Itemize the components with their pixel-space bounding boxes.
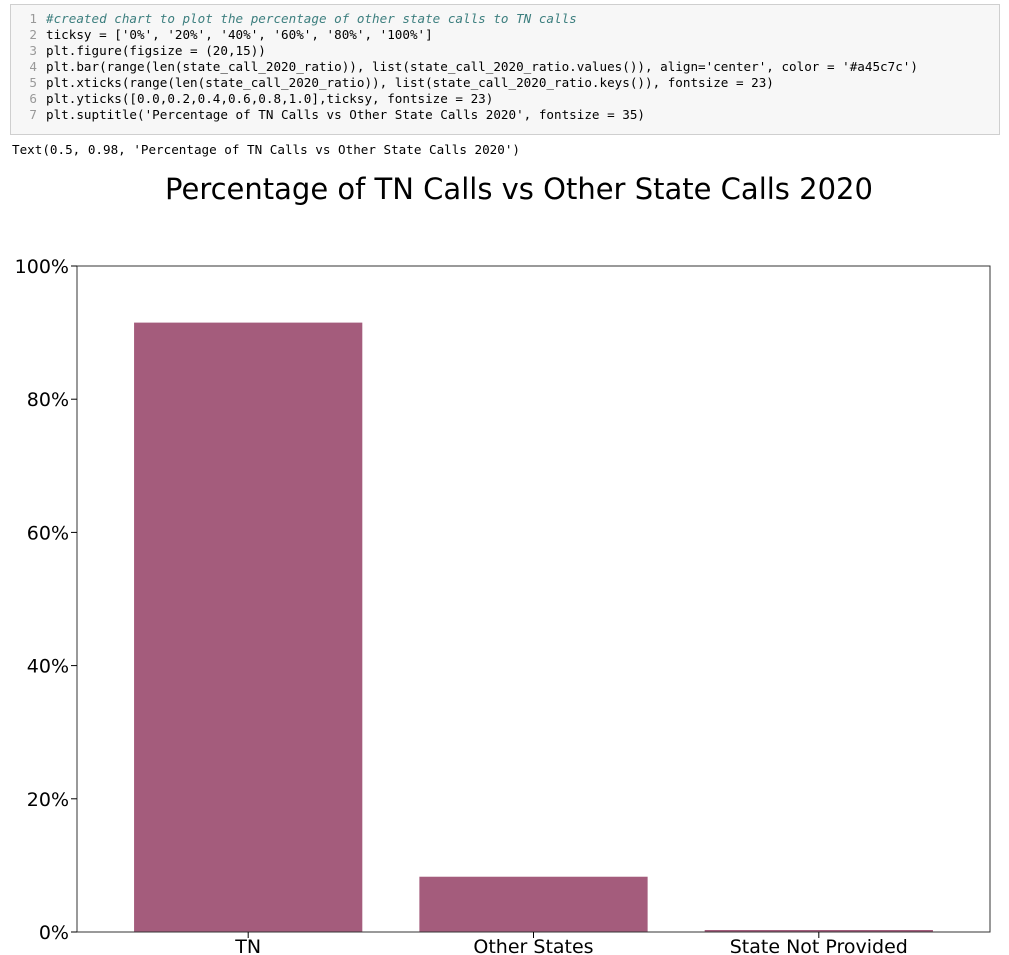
code-line: 6 plt.yticks([0.0,0.2,0.4,0.6,0.8,1.0],ti… — [11, 91, 999, 107]
line-number: 6 — [29, 91, 37, 106]
code-text: plt.suptitle('Percentage of TN Calls vs … — [46, 107, 645, 122]
line-number: 4 — [29, 59, 37, 74]
line-number: 7 — [29, 107, 37, 122]
x-tick-label: TN — [234, 936, 261, 955]
y-tick-label: 20% — [27, 789, 69, 811]
code-text: plt.bar(range(len(state_call_2020_ratio)… — [46, 59, 918, 74]
bar-state-not-provided — [704, 930, 933, 932]
code-text: plt.figure(figsize = (20,15)) — [46, 43, 266, 58]
y-tick-label: 40% — [27, 656, 69, 678]
line-number: 3 — [29, 43, 37, 58]
line-number: 1 — [29, 11, 37, 26]
line-number: 2 — [29, 27, 37, 42]
code-text: plt.xticks(range(len(state_call_2020_rat… — [46, 75, 774, 90]
bar-tn — [134, 322, 363, 932]
code-text: #created chart to plot the percentage of… — [46, 11, 577, 26]
code-text: ticksy = ['0%', '20%', '40%', '60%', '80… — [46, 27, 433, 42]
y-tick-label: 0% — [39, 922, 69, 944]
chart-title: Percentage of TN Calls vs Other State Ca… — [165, 172, 873, 206]
x-tick-label: Other States — [473, 936, 593, 955]
code-line: 4 plt.bar(range(len(state_call_2020_ratio… — [11, 59, 999, 75]
code-text: plt.yticks([0.0,0.2,0.4,0.6,0.8,1.0],tic… — [46, 91, 494, 106]
code-cell[interactable]: 1 #created chart to plot the percentage o… — [10, 4, 1000, 135]
x-tick-label: State Not Provided — [730, 936, 908, 955]
cell-output: Text(0.5, 0.98, 'Percentage of TN Calls … — [12, 142, 520, 157]
y-tick-label: 60% — [27, 522, 69, 544]
code-line: 3 plt.figure(figsize = (20,15)) — [11, 43, 999, 59]
code-line: 5 plt.xticks(range(len(state_call_2020_ra… — [11, 75, 999, 91]
code-line: 1 #created chart to plot the percentage o… — [11, 11, 999, 27]
y-tick-label: 80% — [27, 389, 69, 411]
code-line: 7 plt.suptitle('Percentage of TN Calls vs… — [11, 107, 999, 123]
y-tick-label: 100% — [15, 256, 69, 278]
line-number: 5 — [29, 75, 37, 90]
code-line: 2 ticksy = ['0%', '20%', '40%', '60%', '8… — [11, 27, 999, 43]
plot-area: 0% 20% 40% 60% 80% 100% TN Other States State No… — [15, 256, 991, 955]
bar-other-states — [419, 876, 648, 932]
